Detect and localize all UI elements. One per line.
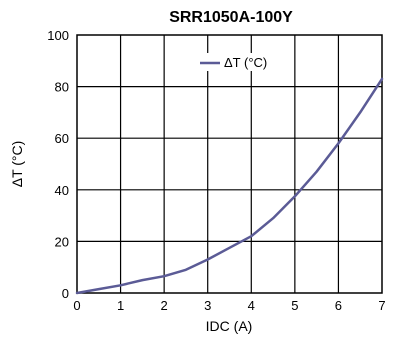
series-layer bbox=[75, 77, 384, 295]
tick-labels: 0 1 2 3 4 5 6 7 0 20 40 60 80 100 bbox=[47, 28, 385, 313]
legend: ΔT (°C) bbox=[196, 53, 282, 71]
x-tick-label: 2 bbox=[161, 298, 168, 313]
y-tick-label: 100 bbox=[47, 28, 69, 43]
y-tick-label: 60 bbox=[55, 131, 69, 146]
x-tick-label: 4 bbox=[248, 298, 255, 313]
series-line bbox=[75, 77, 384, 295]
plot-frame bbox=[76, 34, 383, 294]
x-axis-label: IDC (A) bbox=[206, 318, 253, 334]
y-axis-label: ΔT (°C) bbox=[9, 141, 25, 188]
chart-title: SRR1050A-100Y bbox=[169, 9, 293, 26]
y-tick-label: 40 bbox=[55, 183, 69, 198]
x-tick-label: 6 bbox=[335, 298, 342, 313]
x-tick-label: 3 bbox=[204, 298, 211, 313]
legend-label: ΔT (°C) bbox=[224, 55, 267, 70]
legend-background bbox=[196, 53, 282, 71]
y-tick-label: 0 bbox=[62, 286, 69, 301]
y-tick-label: 80 bbox=[55, 80, 69, 95]
x-tick-label: 1 bbox=[117, 298, 124, 313]
x-tick-label: 0 bbox=[73, 298, 80, 313]
x-tick-label: 5 bbox=[291, 298, 298, 313]
grid bbox=[77, 35, 382, 293]
x-tick-label: 7 bbox=[378, 298, 385, 313]
y-tick-label: 20 bbox=[55, 234, 69, 249]
